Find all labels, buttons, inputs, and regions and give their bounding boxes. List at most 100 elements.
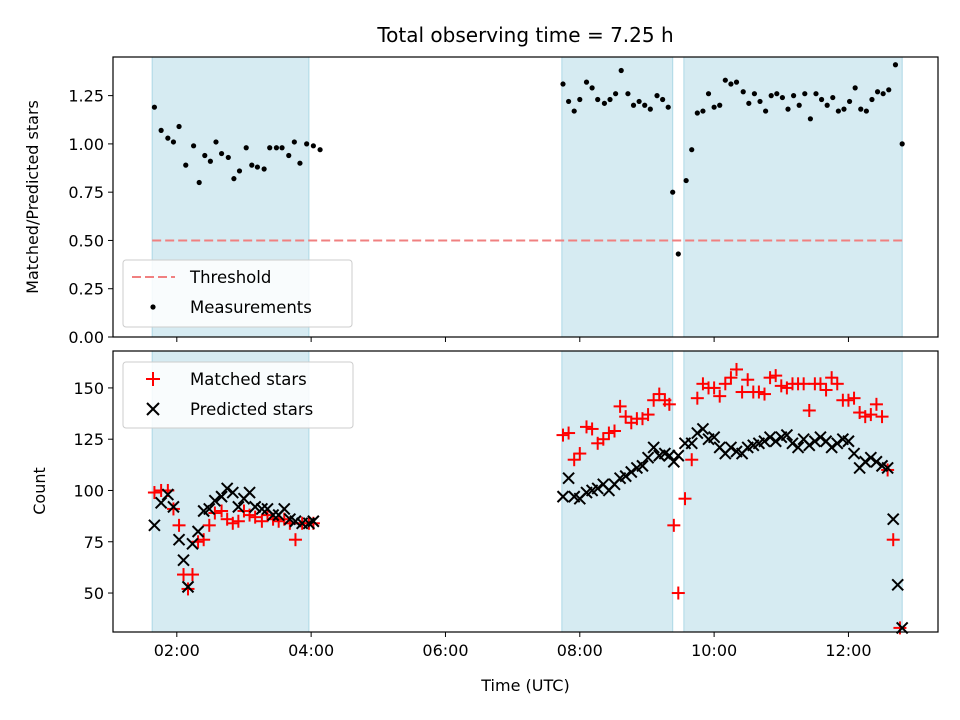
matched-stars-point: [858, 410, 872, 424]
matched-stars-point: [288, 533, 302, 547]
measurement-point: [176, 123, 182, 130]
y-tick-label: 1.25: [68, 87, 104, 106]
measurement-point: [243, 145, 249, 151]
measurement-point: [310, 143, 316, 149]
measurement-point: [869, 96, 875, 103]
predicted-stars-point: [556, 490, 570, 503]
matched-stars-point: [819, 383, 833, 397]
matched-stars-point: [730, 362, 744, 376]
plot-frame: [112, 56, 939, 338]
measurement-point: [813, 91, 819, 97]
y-tick-label: 0.00: [68, 328, 104, 347]
matched-stars-point: [147, 486, 161, 500]
matched-stars-point: [607, 424, 621, 438]
measurement-point: [218, 150, 225, 157]
count-panel: 02:00 04:00 06:00 08:00 10:00 12:00 50 75 100 125…: [30, 350, 939, 695]
legend-matched-swatch: [146, 372, 160, 386]
measurement-point: [886, 87, 892, 93]
x-tick-label: 02:00: [154, 641, 200, 660]
predicted-stars-point: [278, 502, 291, 516]
predicted-stars-point: [154, 496, 168, 509]
predicted-stars-point: [842, 435, 855, 448]
matched-stars-point: [231, 514, 245, 528]
measurement-point: [273, 145, 280, 151]
measurement-point: [625, 91, 631, 97]
predicted-stars-point: [672, 449, 685, 462]
measurement-point: [768, 93, 774, 99]
measurement-point: [874, 89, 881, 95]
measurement-point: [802, 91, 808, 97]
measurement-point: [733, 79, 740, 85]
matched-stars-point: [741, 373, 755, 387]
legend-threshold-label: Threshold: [189, 268, 271, 287]
y-tick-label: 0.50: [68, 231, 104, 250]
predicted-stars-point: [289, 515, 302, 528]
measurement-point: [279, 145, 285, 151]
measurement-point: [607, 96, 613, 103]
x-tick-label: 04:00: [288, 641, 334, 660]
measurement-point: [774, 91, 780, 97]
measurement-point: [565, 98, 572, 105]
x-tick-label: 10:00: [691, 641, 737, 660]
predicted-stars-point: [647, 441, 660, 454]
predicted-stars-point: [641, 451, 655, 464]
measurement-point: [170, 139, 177, 145]
legend-measurements-swatch: [150, 304, 156, 310]
measurement-point: [899, 141, 905, 147]
predicted-stars-point: [232, 500, 245, 514]
measurement-point: [835, 108, 841, 114]
measurement-point: [807, 116, 813, 122]
legend-matched-label: Matched stars: [190, 370, 307, 389]
measurement-point: [589, 85, 595, 91]
predicted-stars-point: [724, 441, 738, 454]
measurement-point: [165, 135, 171, 141]
measurement-point: [595, 96, 601, 103]
measurement-point: [618, 67, 624, 74]
predicted-stars-point: [203, 502, 216, 516]
y-tick-label: 125: [73, 430, 104, 449]
measurement-point: [660, 96, 666, 103]
matched-stars-point: [652, 387, 666, 401]
matched-stars-point: [255, 514, 269, 528]
measurement-point: [213, 139, 219, 145]
measurement-point: [583, 79, 590, 85]
matched-stars-point: [662, 397, 676, 411]
legend: Matched stars Predicted stars: [122, 361, 354, 429]
measurement-point: [790, 93, 797, 99]
matched-stars-point: [562, 426, 576, 440]
matched-stars-point: [886, 533, 900, 547]
matched-stars-point: [202, 518, 216, 532]
measurement-point: [261, 166, 267, 172]
predicted-stars-point: [808, 435, 822, 448]
matched-stars-point: [763, 371, 777, 385]
matched-stars-point: [667, 518, 681, 532]
measurement-point: [722, 77, 728, 83]
measurement-point: [291, 139, 297, 145]
matched-stars-point: [226, 516, 240, 530]
x-axis-label: Time (UTC): [480, 676, 569, 695]
predicted-stars-point: [181, 580, 195, 594]
matched-stars-point: [573, 447, 587, 461]
measurement-point: [751, 91, 758, 97]
predicted-stars-point: [831, 437, 844, 450]
measurement-point: [746, 100, 752, 106]
legend: Threshold Measurements: [122, 259, 353, 328]
matched-stars-point: [825, 371, 839, 385]
measurement-point: [151, 104, 158, 110]
predicted-stars-point: [243, 486, 256, 499]
measurement-point: [711, 104, 717, 110]
measurement-point: [190, 143, 197, 149]
matched-stars-point: [757, 387, 771, 401]
predicted-stars-point: [786, 437, 799, 450]
predicted-stars-point: [591, 482, 604, 495]
x-tick-label: 06:00: [422, 641, 468, 660]
matched-stars-point: [556, 428, 570, 442]
matched-stars-point: [647, 393, 661, 407]
legend-predicted-swatch: [146, 402, 160, 416]
measurement-point: [236, 168, 243, 174]
predicted-stars-point: [780, 428, 794, 442]
x-tick-label: 08:00: [557, 641, 603, 660]
matched-stars-point: [774, 379, 788, 393]
data-layer: [147, 362, 909, 635]
predicted-stars-point: [870, 455, 883, 468]
